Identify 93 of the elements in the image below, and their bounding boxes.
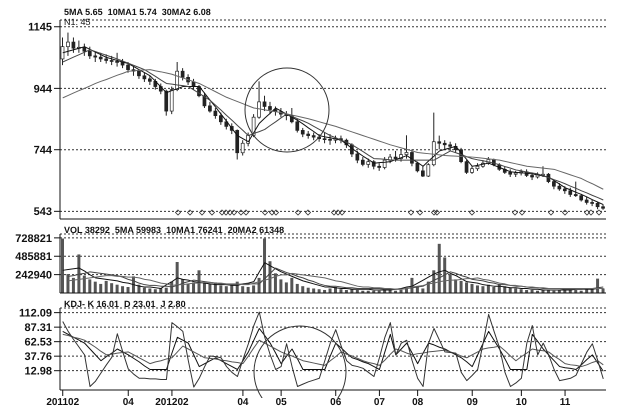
bar [465, 282, 468, 293]
x-tick-label: 201102 [46, 397, 80, 408]
x-tick-label: 201202 [155, 397, 190, 408]
candlestick [148, 75, 152, 86]
candlestick [366, 158, 370, 168]
bar [274, 273, 277, 293]
annotation: KDJ- K 16.01 D 23.01 J 2.80 [64, 299, 186, 309]
line-series [68, 268, 604, 290]
bar [318, 289, 321, 293]
y-tick-label: 112.09 [18, 308, 52, 320]
bar [520, 289, 523, 293]
candlestick [98, 52, 103, 63]
bar [142, 288, 146, 293]
x-tick-label: 04 [237, 397, 249, 408]
candlestick [240, 140, 245, 156]
y-tick-label: 242940 [15, 270, 52, 282]
candlestick [170, 86, 174, 115]
bar [301, 286, 304, 293]
bar [164, 288, 168, 293]
x-tick-label: 10 [516, 397, 528, 408]
x-tick-label: 08 [412, 397, 424, 408]
bar [263, 238, 266, 293]
candlestick [568, 187, 572, 198]
candlestick [295, 118, 300, 134]
candlestick [88, 46, 92, 60]
bar [224, 286, 228, 293]
bar [110, 283, 114, 293]
bar [66, 274, 70, 293]
bar [460, 280, 463, 293]
bar [252, 285, 256, 293]
bar [241, 286, 244, 293]
bar [219, 285, 222, 293]
bar [284, 282, 288, 293]
bar [470, 284, 474, 293]
bar [296, 284, 299, 293]
candlestick [110, 55, 114, 66]
bar [88, 279, 92, 293]
candlestick [164, 89, 168, 116]
bar [492, 286, 496, 293]
x-tick-label: 05 [276, 397, 288, 408]
y-tick-label: 543 [34, 206, 52, 218]
x-tick-label: 09 [466, 397, 478, 408]
candlestick [448, 141, 452, 152]
bar [202, 283, 206, 293]
candlestick [426, 162, 430, 178]
bar [306, 288, 310, 293]
text: 5MA 5.65 10MA1 5.74 30MA2 6.08 [64, 7, 211, 17]
bar [290, 278, 294, 293]
x-tick-label: 07 [374, 397, 386, 408]
candlestick [93, 50, 98, 63]
candlestick [442, 140, 447, 150]
candlestick [574, 181, 578, 198]
bar [94, 282, 97, 293]
line-series [62, 334, 604, 368]
bar [82, 276, 86, 293]
bar [61, 238, 64, 293]
bar [448, 274, 452, 293]
annotation: VOL 38292 5MA 59983 10MA1 76241 20MA2 61348 [64, 225, 284, 235]
line-series [62, 328, 604, 372]
bar [438, 244, 441, 293]
y-tick-label: 744 [34, 144, 53, 157]
bar [246, 286, 250, 293]
y-tick-label: 62.53 [24, 336, 52, 349]
candlestick [300, 127, 305, 138]
y-tick-label: 485881 [15, 251, 52, 264]
bar [279, 279, 282, 293]
bar [104, 280, 108, 293]
y-tick-label: 37.76 [24, 351, 52, 364]
bar [99, 284, 102, 293]
x-tick-label: 11 [560, 397, 571, 408]
x-tick-label: 04 [122, 397, 134, 408]
y-tick-label: 1145 [28, 22, 52, 34]
bar [476, 285, 479, 293]
candlestick [437, 135, 442, 150]
y-tick-label: 944 [34, 83, 53, 96]
candlestick [421, 166, 425, 178]
bar [121, 286, 124, 293]
x-tick-label: 06 [330, 397, 342, 408]
bar [154, 289, 157, 293]
candlestick [360, 156, 365, 167]
bar [77, 254, 80, 293]
y-tick-label: 87.31 [24, 322, 52, 334]
y-tick-label: 12.98 [24, 366, 52, 378]
bar [481, 286, 484, 293]
annotation: N1: 45 [64, 17, 92, 27]
line-series [62, 312, 604, 388]
candlestick [104, 54, 108, 64]
y-tick-label: 728821 [15, 232, 52, 245]
bar [339, 289, 342, 293]
bar [126, 286, 130, 293]
bar [116, 284, 119, 293]
line-series [68, 272, 604, 290]
candlestick [355, 150, 360, 164]
